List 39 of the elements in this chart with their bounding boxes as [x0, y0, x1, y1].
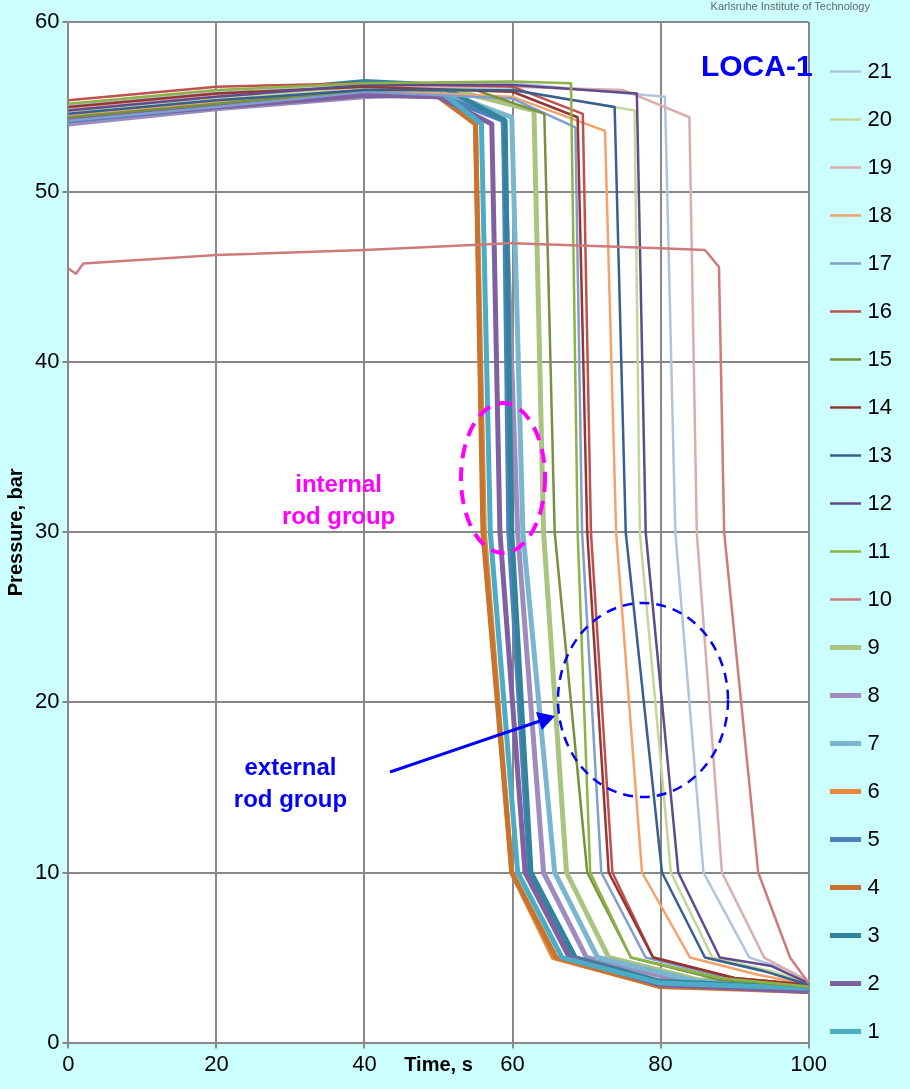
legend-label: 1 [867, 1017, 880, 1043]
legend-label: 20 [867, 105, 893, 131]
annotation: LOCA-1 [700, 49, 813, 83]
annotation: external rod group [233, 752, 348, 812]
y-tick-label: 0 [47, 1028, 60, 1054]
x-tick-label: 20 [204, 1050, 229, 1076]
legend-label: 7 [867, 729, 880, 755]
legend-label: 6 [867, 777, 880, 803]
x-tick-label: 100 [790, 1050, 827, 1076]
y-tick-label: 20 [34, 688, 60, 714]
legend-label: 16 [867, 297, 893, 323]
legend-label: 13 [867, 441, 893, 467]
y-tick-label: 60 [34, 8, 60, 34]
legend-label: 12 [867, 489, 893, 515]
x-tick-label: 40 [352, 1050, 377, 1076]
y-tick-label: 30 [34, 518, 60, 544]
legend-label: 9 [867, 633, 880, 659]
legend-label: 3 [867, 921, 880, 947]
y-axis-title: Pressure, bar [3, 468, 26, 597]
legend-label: 2 [867, 969, 880, 995]
legend-label: 21 [867, 57, 893, 83]
legend-label: 5 [867, 825, 880, 851]
text: Karlsruhe Institute of Technology [710, 0, 871, 12]
y-tick-label: 10 [34, 858, 60, 884]
legend-label: 17 [867, 249, 893, 275]
legend-label: 14 [867, 393, 893, 419]
legend-label: 8 [867, 681, 880, 707]
x-tick-label: 60 [500, 1050, 525, 1076]
y-tick-label: 40 [34, 348, 60, 374]
legend-label: 11 [867, 537, 891, 563]
legend-label: 4 [867, 873, 880, 899]
legend-label: 15 [867, 345, 893, 371]
y-tick-label: 50 [34, 178, 60, 204]
legend-label: 19 [867, 153, 893, 179]
annotation: internal rod group [281, 470, 396, 530]
legend-label: 10 [867, 585, 893, 611]
x-tick-label: 80 [648, 1050, 673, 1076]
x-axis-title: Time, s [404, 1052, 473, 1075]
legend-label: 18 [867, 201, 893, 227]
